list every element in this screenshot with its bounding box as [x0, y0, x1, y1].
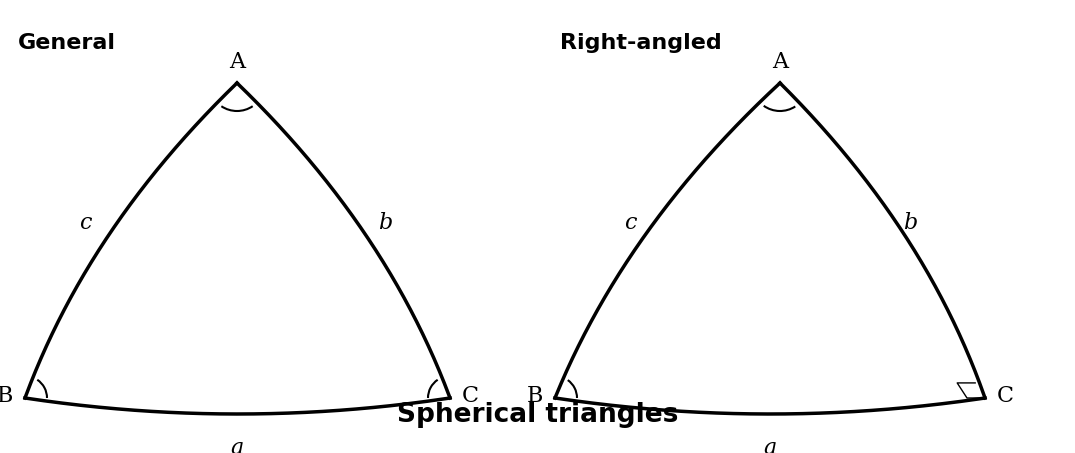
- Text: a: a: [230, 437, 244, 453]
- Text: B: B: [0, 385, 13, 407]
- Text: Spherical triangles: Spherical triangles: [397, 402, 678, 428]
- Text: C: C: [997, 385, 1014, 407]
- Text: A: A: [772, 51, 788, 73]
- Text: b: b: [378, 212, 392, 234]
- Text: a: a: [763, 437, 776, 453]
- Text: B: B: [527, 385, 543, 407]
- Text: General: General: [18, 33, 116, 53]
- Text: c: c: [624, 212, 636, 234]
- Text: c: c: [78, 212, 91, 234]
- Text: A: A: [229, 51, 245, 73]
- Text: C: C: [462, 385, 479, 407]
- Text: Right-angled: Right-angled: [560, 33, 721, 53]
- Text: b: b: [903, 212, 917, 234]
